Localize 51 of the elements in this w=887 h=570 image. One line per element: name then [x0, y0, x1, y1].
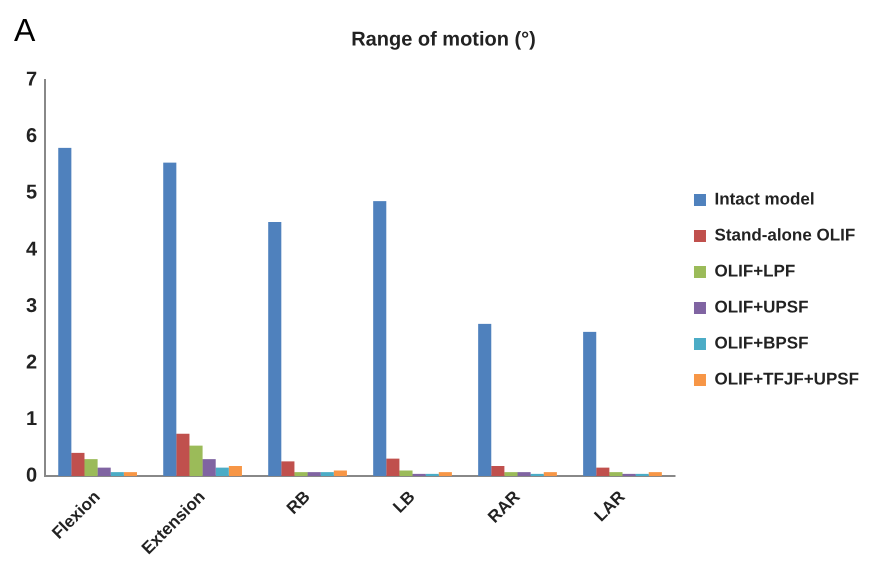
y-tick-label: 4	[26, 238, 38, 260]
y-tick-label: 3	[26, 294, 38, 317]
bar	[281, 461, 294, 476]
legend-label: OLIF+BPSF	[714, 334, 808, 353]
bar	[334, 470, 347, 476]
bar	[163, 162, 176, 476]
chart-title: Range of motion (°)	[351, 28, 536, 51]
bar	[294, 472, 308, 476]
legend-label: Intact model	[714, 190, 815, 209]
bar	[478, 324, 492, 476]
bar	[530, 474, 544, 476]
legend-label: OLIF+TFJF+UPSF	[714, 370, 860, 389]
x-tick-label: LB	[389, 487, 419, 517]
y-tick-label: 6	[26, 125, 38, 148]
legend-label: Stand-alone OLIF	[714, 226, 856, 245]
bar	[268, 222, 282, 476]
bar	[438, 472, 452, 476]
bar	[308, 472, 321, 476]
bar	[320, 472, 334, 476]
bar	[386, 458, 400, 476]
y-tick-label: 5	[26, 182, 38, 204]
bar	[399, 470, 413, 476]
bar	[84, 459, 98, 476]
y-tick-label: 2	[26, 351, 38, 374]
bar	[426, 474, 439, 476]
bar	[648, 472, 662, 476]
bar	[202, 459, 216, 476]
bar	[124, 472, 137, 476]
bar	[504, 472, 518, 476]
bar	[216, 468, 229, 476]
y-tick-label: 0	[26, 464, 38, 487]
bar	[596, 468, 610, 476]
legend-label: OLIF+LPF	[714, 262, 796, 281]
bar	[98, 468, 111, 476]
legend-label: OLIF+UPSF	[714, 298, 808, 317]
bar	[228, 466, 242, 476]
bar	[176, 434, 190, 476]
y-tick-label: 7	[26, 68, 38, 91]
bar	[189, 446, 203, 476]
bar	[71, 452, 84, 476]
bar	[58, 148, 72, 476]
bar	[518, 472, 531, 476]
text: A	[14, 12, 36, 48]
bar	[373, 201, 386, 476]
bar	[110, 472, 124, 476]
x-tick-label: RB	[282, 487, 314, 518]
bar	[609, 472, 622, 476]
bar	[491, 466, 504, 476]
bar	[544, 472, 557, 476]
y-tick-label: 1	[26, 408, 38, 430]
bar	[583, 332, 596, 476]
